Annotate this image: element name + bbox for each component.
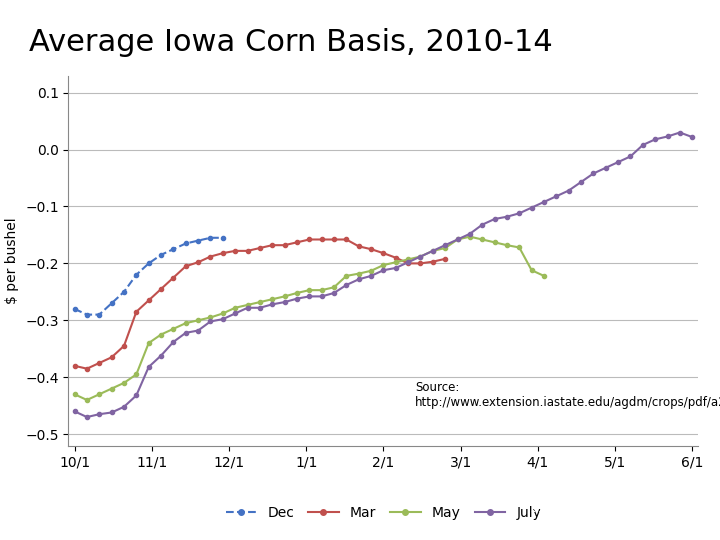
- Text: Iowa State University: Iowa State University: [11, 495, 227, 514]
- Y-axis label: $ per bushel: $ per bushel: [6, 217, 19, 304]
- Legend: Dec, Mar, May, July: Dec, Mar, May, July: [220, 501, 546, 525]
- Text: Source:
http://www.extension.iastate.edu/agdm/crops/pdf/a2-41.pdf: Source: http://www.extension.iastate.edu…: [415, 381, 720, 408]
- Text: Ag Decision Maker: Ag Decision Maker: [533, 499, 709, 516]
- Text: Average Iowa Corn Basis, 2010-14: Average Iowa Corn Basis, 2010-14: [29, 28, 552, 57]
- Text: Extension and Outreach/Department of Economics: Extension and Outreach/Department of Eco…: [11, 522, 278, 530]
